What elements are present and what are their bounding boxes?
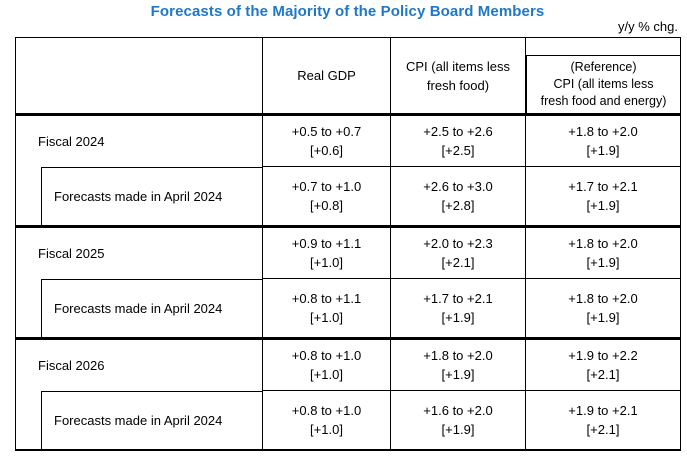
forecast-median: [+0.8] (310, 198, 343, 213)
forecast-cell: +0.8 to +1.1 [+1.0] (262, 278, 391, 339)
forecast-range: +1.8 to +2.0 (423, 348, 493, 363)
column-header-real-gdp: Real GDP (262, 37, 391, 116)
column-header-cpi: CPI (all items less fresh food) (390, 37, 526, 116)
forecast-range: +2.0 to +2.3 (423, 236, 493, 251)
forecast-cell: +0.5 to +0.7 [+0.6] (262, 113, 391, 167)
forecast-median: [+1.9] (441, 422, 475, 437)
row-april-forecast-2024: Forecasts made in April 2024 +0.7 to +1.… (15, 166, 681, 227)
forecast-median: [+1.0] (310, 422, 343, 437)
forecast-median: [+1.9] (441, 367, 475, 382)
forecast-range: +0.9 to +1.1 (291, 236, 362, 251)
forecast-median: [+1.9] (586, 143, 620, 158)
forecast-range: +1.6 to +2.0 (423, 403, 493, 418)
forecast-range: +1.7 to +2.1 (423, 291, 493, 306)
forecast-median: [+2.1] (586, 367, 620, 382)
forecast-median: [+1.9] (441, 310, 475, 325)
row-label-april-forecast: Forecasts made in April 2024 (15, 278, 263, 339)
forecast-cell: +1.9 to +2.1 [+2.1] (525, 390, 681, 451)
forecast-cell: +0.7 to +1.0 [+0.8] (262, 166, 391, 227)
row-label-april-forecast: Forecasts made in April 2024 (15, 390, 263, 451)
forecast-range: +0.8 to +1.1 (291, 291, 362, 306)
forecast-cell: +1.6 to +2.0 [+1.9] (390, 390, 526, 451)
column-header-empty (15, 37, 263, 116)
header-row: Real GDP CPI (all items less fresh food)… (15, 37, 681, 116)
forecast-range: +0.8 to +1.0 (291, 403, 362, 418)
forecast-range: +1.8 to +2.0 (568, 124, 638, 139)
forecast-range: +0.5 to +0.7 (291, 124, 362, 139)
forecast-median: [+1.9] (586, 310, 620, 325)
forecast-cell: +2.0 to +2.3 [+2.1] (390, 225, 526, 279)
row-fiscal-2024: Fiscal 2024 +0.5 to +0.7 [+0.6] +2.5 to … (15, 113, 681, 167)
forecast-cell: +1.8 to +2.0 [+1.9] (525, 278, 681, 339)
forecast-cell: +1.7 to +2.1 [+1.9] (390, 278, 526, 339)
forecast-cell: +1.8 to +2.0 [+1.9] (525, 225, 681, 279)
forecast-median: [+1.9] (586, 198, 620, 213)
unit-note: y/y % chg. (618, 19, 678, 34)
forecast-cell: +1.8 to +2.0 [+1.9] (390, 337, 526, 391)
forecast-cell: +1.9 to +2.2 [+2.1] (525, 337, 681, 391)
column-header-cpi-reference: (Reference) CPI (all items less fresh fo… (525, 37, 681, 116)
forecast-cell: +1.7 to +2.1 [+1.9] (525, 166, 681, 227)
forecast-median: [+2.1] (441, 255, 475, 270)
forecast-table: Real GDP CPI (all items less fresh food)… (15, 37, 681, 451)
row-april-forecast-2025: Forecasts made in April 2024 +0.8 to +1.… (15, 278, 681, 339)
forecast-median: [+1.9] (586, 255, 620, 270)
forecast-cell: +2.6 to +3.0 [+2.8] (390, 166, 526, 227)
sub-label-box: Forecasts made in April 2024 (41, 278, 262, 337)
forecast-cell: +1.8 to +2.0 [+1.9] (525, 113, 681, 167)
forecast-median: [+2.1] (586, 422, 620, 437)
row-label-fiscal-2025: Fiscal 2025 (15, 225, 263, 279)
reference-header-box: (Reference) CPI (all items less fresh fo… (526, 55, 680, 113)
row-fiscal-2026: Fiscal 2026 +0.8 to +1.0 [+1.0] +1.8 to … (15, 337, 681, 391)
forecast-range: +1.9 to +2.2 (568, 348, 638, 363)
row-label-fiscal-2024: Fiscal 2024 (15, 113, 263, 167)
row-april-forecast-2026: Forecasts made in April 2024 +0.8 to +1.… (15, 390, 681, 451)
forecast-median: [+1.0] (310, 255, 343, 270)
forecast-cell: +2.5 to +2.6 [+2.5] (390, 113, 526, 167)
row-fiscal-2025: Fiscal 2025 +0.9 to +1.1 [+1.0] +2.0 to … (15, 225, 681, 279)
forecast-range: +0.8 to +1.0 (291, 348, 362, 363)
forecast-range: +1.8 to +2.0 (568, 291, 638, 306)
row-label-fiscal-2026: Fiscal 2026 (15, 337, 263, 391)
forecast-median: [+2.5] (441, 143, 475, 158)
forecast-range: +0.7 to +1.0 (291, 179, 362, 194)
sub-label-box: Forecasts made in April 2024 (41, 390, 262, 449)
page-title: Forecasts of the Majority of the Policy … (150, 3, 545, 20)
forecast-range: +2.5 to +2.6 (423, 124, 493, 139)
forecast-median: [+0.6] (310, 143, 343, 158)
forecast-cell: +0.9 to +1.1 [+1.0] (262, 225, 391, 279)
forecast-median: [+1.0] (310, 367, 343, 382)
forecast-cell: +0.8 to +1.0 [+1.0] (262, 337, 391, 391)
forecast-median: [+2.8] (441, 198, 475, 213)
row-label-april-forecast: Forecasts made in April 2024 (15, 166, 263, 227)
forecast-range: +1.7 to +2.1 (568, 179, 638, 194)
forecast-median: [+1.0] (310, 310, 343, 325)
forecast-range: +1.9 to +2.1 (568, 403, 638, 418)
forecast-range: +1.8 to +2.0 (568, 236, 638, 251)
forecast-cell: +0.8 to +1.0 [+1.0] (262, 390, 391, 451)
forecast-range: +2.6 to +3.0 (423, 179, 493, 194)
sub-label-box: Forecasts made in April 2024 (41, 166, 262, 225)
